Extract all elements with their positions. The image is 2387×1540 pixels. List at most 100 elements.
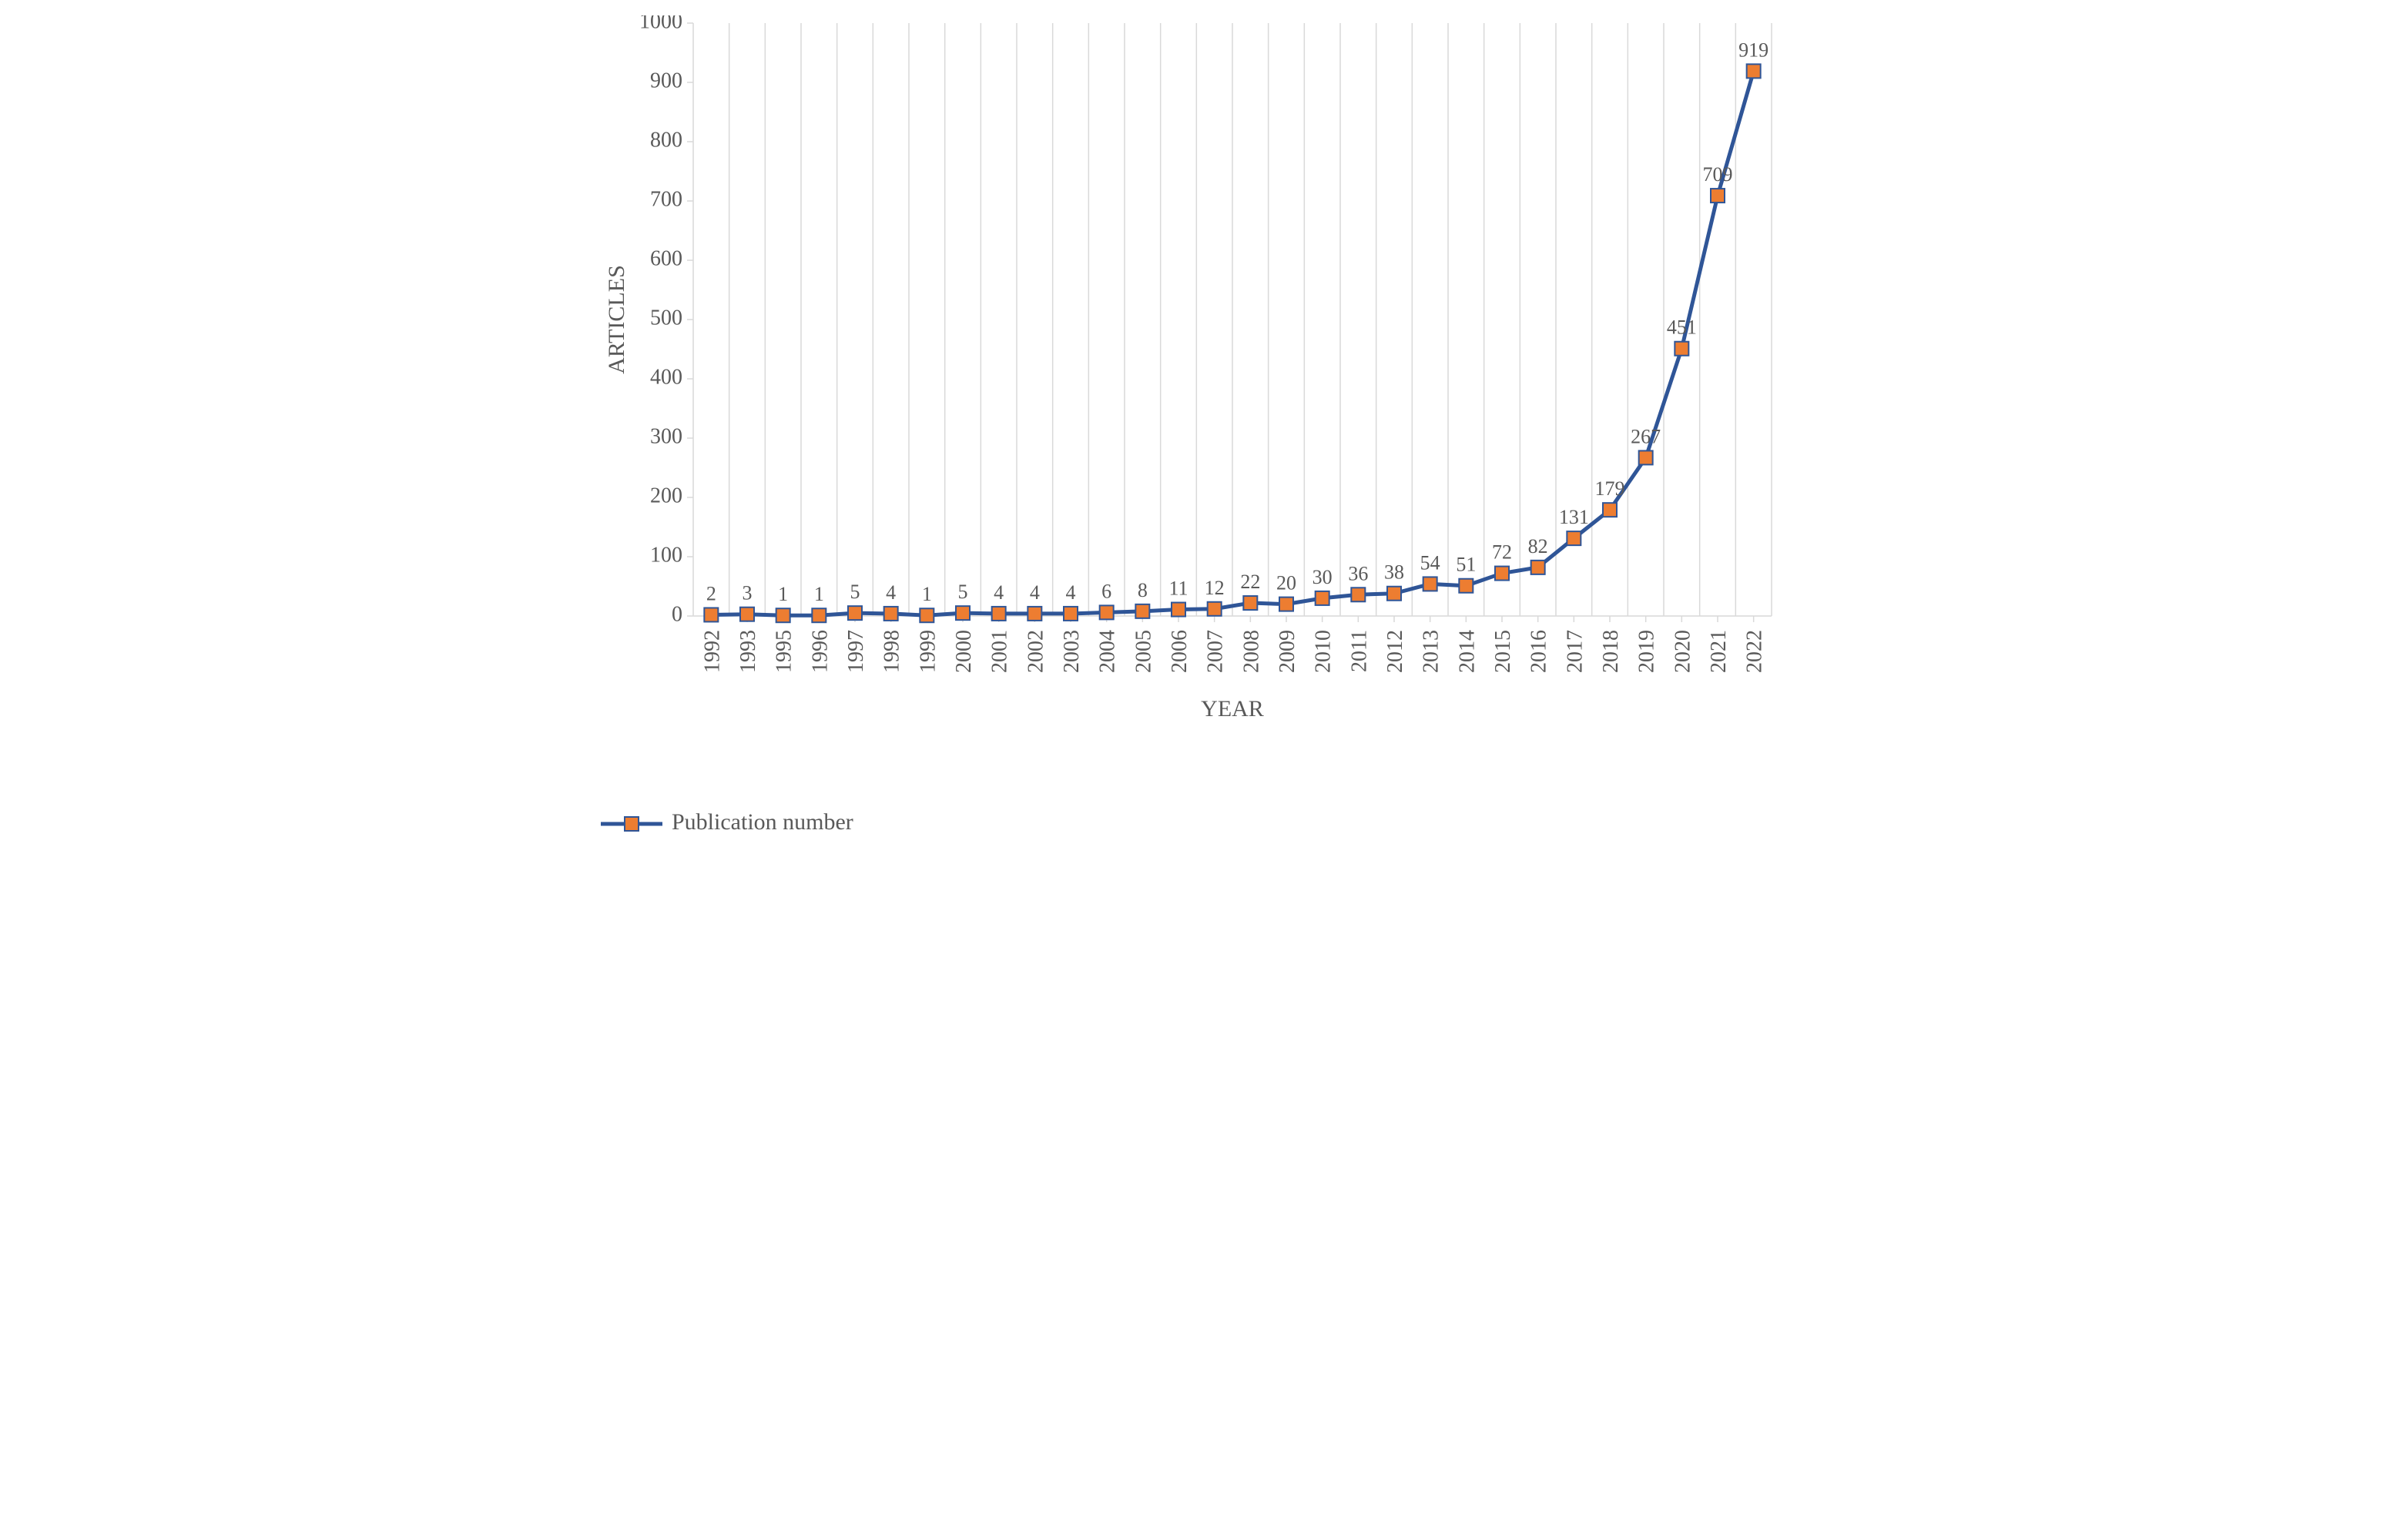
- data-marker: [956, 606, 970, 620]
- legend: Publication number: [601, 808, 1787, 839]
- data-label: 4: [1065, 581, 1075, 604]
- data-marker: [1099, 605, 1113, 619]
- data-label: 30: [1312, 566, 1332, 588]
- x-tick-label: 2007: [1203, 630, 1227, 673]
- x-tick-label: 2018: [1599, 630, 1623, 673]
- x-tick-label: 2001: [987, 630, 1011, 673]
- data-marker: [1567, 531, 1581, 545]
- data-label: 709: [1702, 163, 1732, 186]
- y-tick-label: 200: [650, 484, 682, 507]
- data-marker: [776, 608, 790, 622]
- x-tick-label: 2015: [1491, 630, 1515, 673]
- data-label: 451: [1666, 316, 1696, 339]
- data-marker: [1603, 503, 1617, 517]
- x-tick-label: 1999: [916, 630, 940, 673]
- publications-chart: 0100200300400500600700800900100019921993…: [601, 15, 1787, 839]
- y-tick-label: 1000: [639, 15, 682, 33]
- x-tick-label: 2019: [1634, 630, 1658, 673]
- data-label: 36: [1348, 562, 1368, 584]
- data-marker: [1423, 577, 1437, 591]
- data-marker: [740, 608, 754, 621]
- data-label: 1: [813, 583, 823, 605]
- x-tick-label: 2002: [1024, 630, 1048, 673]
- data-label: 72: [1492, 541, 1512, 564]
- data-label: 3: [742, 582, 752, 604]
- data-label: 82: [1527, 535, 1547, 557]
- x-tick-label: 2004: [1095, 630, 1119, 673]
- x-tick-label: 1992: [700, 630, 724, 673]
- data-label: 179: [1594, 477, 1624, 500]
- data-label: 919: [1738, 38, 1768, 61]
- data-label: 22: [1240, 571, 1260, 593]
- data-label: 11: [1168, 578, 1188, 600]
- data-marker: [1530, 561, 1544, 574]
- x-tick-label: 2012: [1383, 630, 1407, 673]
- x-tick-label: 2000: [952, 630, 976, 673]
- data-label: 267: [1631, 425, 1661, 447]
- x-tick-label: 2016: [1527, 630, 1551, 673]
- data-marker: [1243, 596, 1257, 610]
- x-tick-label: 2011: [1347, 630, 1371, 672]
- x-tick-label: 2010: [1311, 630, 1335, 673]
- data-label: 1: [921, 583, 931, 605]
- data-marker: [1711, 189, 1725, 203]
- data-label: 20: [1276, 572, 1296, 594]
- x-tick-label: 2005: [1131, 630, 1155, 673]
- x-tick-label: 2003: [1060, 630, 1084, 673]
- y-tick-label: 900: [650, 69, 682, 92]
- data-label: 2: [706, 582, 716, 604]
- data-label: 1: [778, 583, 788, 605]
- data-marker: [848, 606, 862, 620]
- x-tick-label: 2013: [1419, 630, 1443, 673]
- y-tick-label: 300: [650, 424, 682, 448]
- data-label: 5: [957, 581, 967, 603]
- legend-label: Publication number: [672, 809, 853, 835]
- data-marker: [1638, 450, 1652, 464]
- data-marker: [1351, 588, 1365, 601]
- data-marker: [1675, 342, 1688, 356]
- chart-svg: 0100200300400500600700800900100019921993…: [601, 15, 1787, 785]
- data-label: 51: [1456, 554, 1476, 576]
- data-label: 4: [886, 581, 896, 604]
- data-label: 6: [1101, 580, 1111, 602]
- x-axis-title: YEAR: [1201, 696, 1264, 721]
- data-marker: [1315, 591, 1329, 605]
- data-marker: [883, 607, 897, 621]
- legend-svg: Publication number: [601, 808, 893, 839]
- data-marker: [812, 608, 826, 622]
- data-marker: [1135, 604, 1149, 618]
- x-tick-label: 2008: [1239, 630, 1263, 673]
- data-marker: [1279, 598, 1293, 611]
- x-tick-label: 1996: [808, 630, 832, 673]
- data-marker: [704, 608, 718, 621]
- data-marker: [1172, 603, 1185, 617]
- x-tick-label: 2006: [1168, 630, 1192, 673]
- legend-marker: [625, 817, 639, 831]
- data-marker: [991, 607, 1005, 621]
- data-marker: [1064, 607, 1078, 621]
- x-tick-label: 1995: [772, 630, 796, 673]
- y-tick-label: 800: [650, 128, 682, 152]
- x-tick-label: 1993: [736, 630, 760, 673]
- data-label: 54: [1420, 551, 1440, 574]
- y-tick-label: 400: [650, 365, 682, 389]
- y-tick-label: 500: [650, 306, 682, 330]
- data-marker: [1746, 64, 1760, 78]
- data-label: 8: [1137, 579, 1147, 601]
- data-label: 12: [1204, 577, 1224, 599]
- x-tick-label: 2020: [1671, 630, 1695, 673]
- x-tick-label: 2009: [1276, 630, 1299, 673]
- data-label: 38: [1384, 561, 1404, 584]
- data-label: 4: [1029, 581, 1039, 604]
- data-marker: [1459, 579, 1473, 593]
- x-tick-label: 1998: [880, 630, 904, 673]
- y-tick-label: 0: [672, 602, 682, 626]
- data-label: 5: [850, 581, 860, 603]
- x-tick-label: 2021: [1707, 630, 1731, 673]
- data-marker: [1387, 587, 1401, 601]
- y-tick-label: 700: [650, 187, 682, 211]
- y-tick-label: 600: [650, 246, 682, 270]
- data-marker: [1207, 602, 1221, 616]
- data-label: 131: [1558, 506, 1588, 528]
- x-tick-label: 1997: [844, 630, 868, 673]
